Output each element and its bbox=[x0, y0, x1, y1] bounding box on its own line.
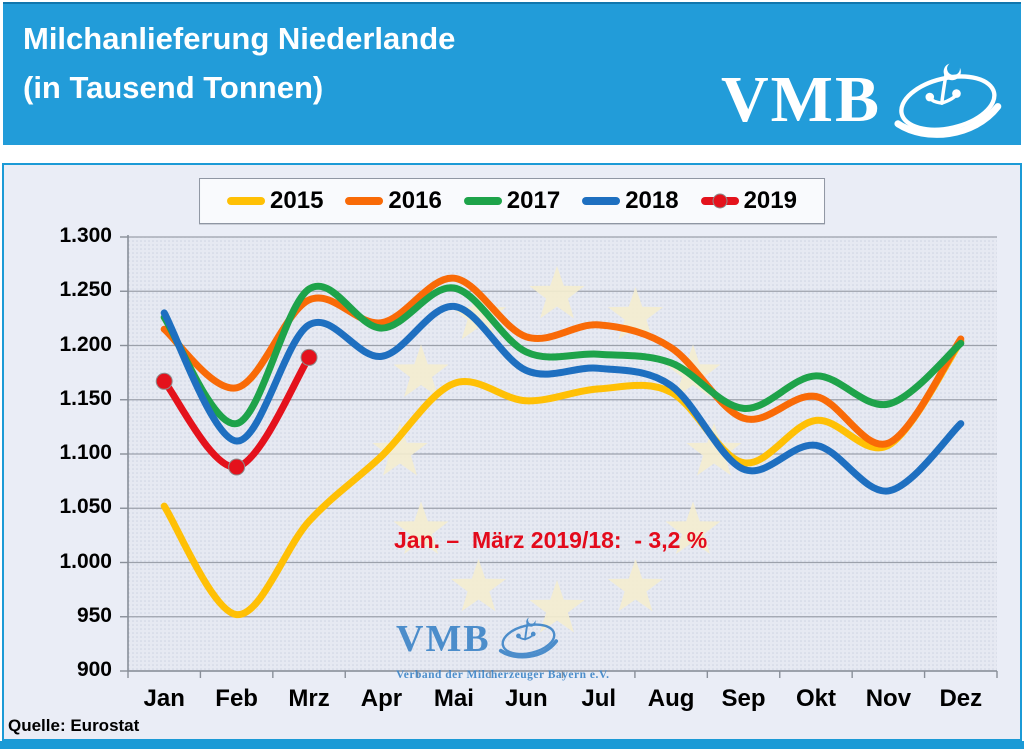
x-axis-label-Jul: Jul bbox=[581, 685, 617, 712]
legend-marker-dot bbox=[712, 193, 728, 209]
legend-swatch-2018 bbox=[582, 197, 621, 205]
legend-item-2019: 2019 bbox=[700, 187, 797, 215]
legend-item-2016: 2016 bbox=[345, 187, 442, 215]
vmb-logo-text: VMB bbox=[721, 63, 881, 137]
legend-swatch-2019 bbox=[700, 193, 739, 209]
vmb-logo-icon bbox=[881, 52, 1003, 149]
bottom-bar bbox=[0, 741, 1024, 749]
y-axis-label: 1.300 bbox=[59, 224, 112, 247]
legend-label-2016: 2016 bbox=[388, 187, 442, 214]
x-axis-label-Apr: Apr bbox=[360, 685, 403, 712]
legend-swatch-2017 bbox=[463, 197, 502, 205]
x-axis-label-Sep: Sep bbox=[721, 685, 766, 712]
vmb-logo: VMB bbox=[721, 52, 1003, 149]
x-axis-label-Okt: Okt bbox=[795, 685, 836, 712]
x-axis-label-Jan: Jan bbox=[143, 685, 185, 712]
chart-legend: 2015 2016 2017 2018 2019 bbox=[199, 178, 825, 224]
x-axis-label-Jun: Jun bbox=[504, 685, 548, 712]
vmb-watermark-caption: Verband der Milcherzeuger Bayern e.V. bbox=[396, 668, 610, 681]
header-banner: Milchanlieferung Niederlande (in Tausend… bbox=[3, 2, 1021, 145]
x-axis-label-Mrz: Mrz bbox=[288, 685, 330, 712]
annotation-text: Jan. – März 2019/18: - 3,2 % bbox=[394, 527, 708, 553]
y-axis-label: 1.100 bbox=[59, 441, 112, 464]
x-axis-label-Feb: Feb bbox=[215, 685, 258, 712]
x-axis-label-Aug: Aug bbox=[647, 685, 695, 712]
legend-label-2015: 2015 bbox=[270, 187, 324, 214]
legend-item-2018: 2018 bbox=[582, 187, 679, 215]
legend-label-2019: 2019 bbox=[743, 187, 797, 214]
source-text: Quelle: Eurostat bbox=[8, 716, 140, 735]
y-axis-label: 1.250 bbox=[59, 278, 112, 302]
legend-swatch-2016 bbox=[345, 197, 384, 205]
page-title-block: Milchanlieferung Niederlande (in Tausend… bbox=[23, 14, 455, 112]
x-axis-label-Nov: Nov bbox=[865, 685, 912, 712]
y-axis-label: 1.150 bbox=[59, 386, 112, 410]
y-axis-label: 1.000 bbox=[59, 549, 112, 573]
page-subtitle: (in Tausend Tonnen) bbox=[23, 70, 324, 105]
x-axis-label-Dez: Dez bbox=[939, 685, 983, 712]
y-axis-label: 1.200 bbox=[59, 332, 112, 356]
vmb-watermark-text: VMB bbox=[396, 617, 491, 660]
y-axis-label: 1.050 bbox=[59, 495, 112, 519]
page-title: Milchanlieferung Niederlande bbox=[23, 21, 456, 56]
legend-item-2017: 2017 bbox=[463, 187, 561, 215]
y-axis-label: 950 bbox=[76, 603, 112, 627]
legend-label-2017: 2017 bbox=[506, 187, 561, 214]
legend-item-2015: 2015 bbox=[227, 187, 323, 215]
legend-swatch-2015 bbox=[227, 197, 266, 205]
x-axis-label-Mai: Mai bbox=[433, 685, 474, 712]
vmb-watermark-icon bbox=[491, 611, 559, 667]
legend-label-2018: 2018 bbox=[625, 187, 679, 214]
vmb-watermark: VMB Verband der Milcherzeuger Bayern e.V… bbox=[396, 611, 610, 681]
y-axis-label: 900 bbox=[76, 658, 112, 681]
